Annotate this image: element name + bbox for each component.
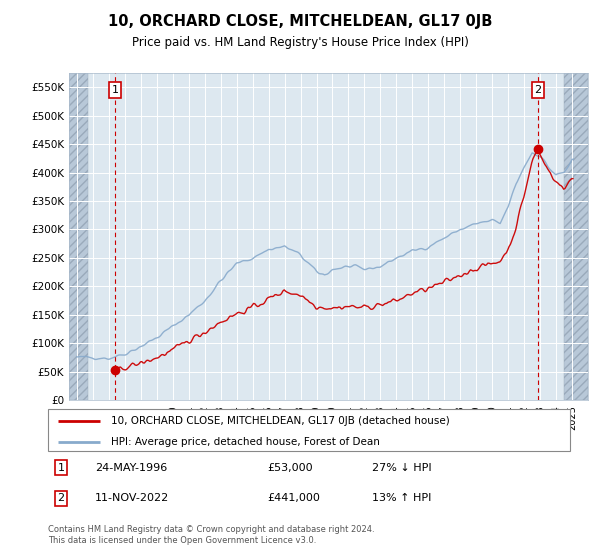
- Text: Price paid vs. HM Land Registry's House Price Index (HPI): Price paid vs. HM Land Registry's House …: [131, 36, 469, 49]
- Text: 10, ORCHARD CLOSE, MITCHELDEAN, GL17 0JB (detached house): 10, ORCHARD CLOSE, MITCHELDEAN, GL17 0JB…: [110, 416, 449, 426]
- Text: HPI: Average price, detached house, Forest of Dean: HPI: Average price, detached house, Fore…: [110, 437, 380, 446]
- Bar: [69, 73, 88, 400]
- Text: 27% ↓ HPI: 27% ↓ HPI: [371, 463, 431, 473]
- FancyBboxPatch shape: [48, 409, 570, 451]
- Text: 1: 1: [112, 85, 119, 95]
- Bar: [564, 73, 588, 400]
- Text: Contains HM Land Registry data © Crown copyright and database right 2024.
This d: Contains HM Land Registry data © Crown c…: [48, 525, 374, 545]
- Text: 13% ↑ HPI: 13% ↑ HPI: [371, 493, 431, 503]
- Text: £441,000: £441,000: [267, 493, 320, 503]
- Text: 2: 2: [534, 85, 541, 95]
- Text: 24-MAY-1996: 24-MAY-1996: [95, 463, 167, 473]
- Text: £53,000: £53,000: [267, 463, 313, 473]
- Text: 11-NOV-2022: 11-NOV-2022: [95, 493, 169, 503]
- Text: 2: 2: [58, 493, 65, 503]
- Text: 10, ORCHARD CLOSE, MITCHELDEAN, GL17 0JB: 10, ORCHARD CLOSE, MITCHELDEAN, GL17 0JB: [108, 14, 492, 29]
- Text: 1: 1: [58, 463, 65, 473]
